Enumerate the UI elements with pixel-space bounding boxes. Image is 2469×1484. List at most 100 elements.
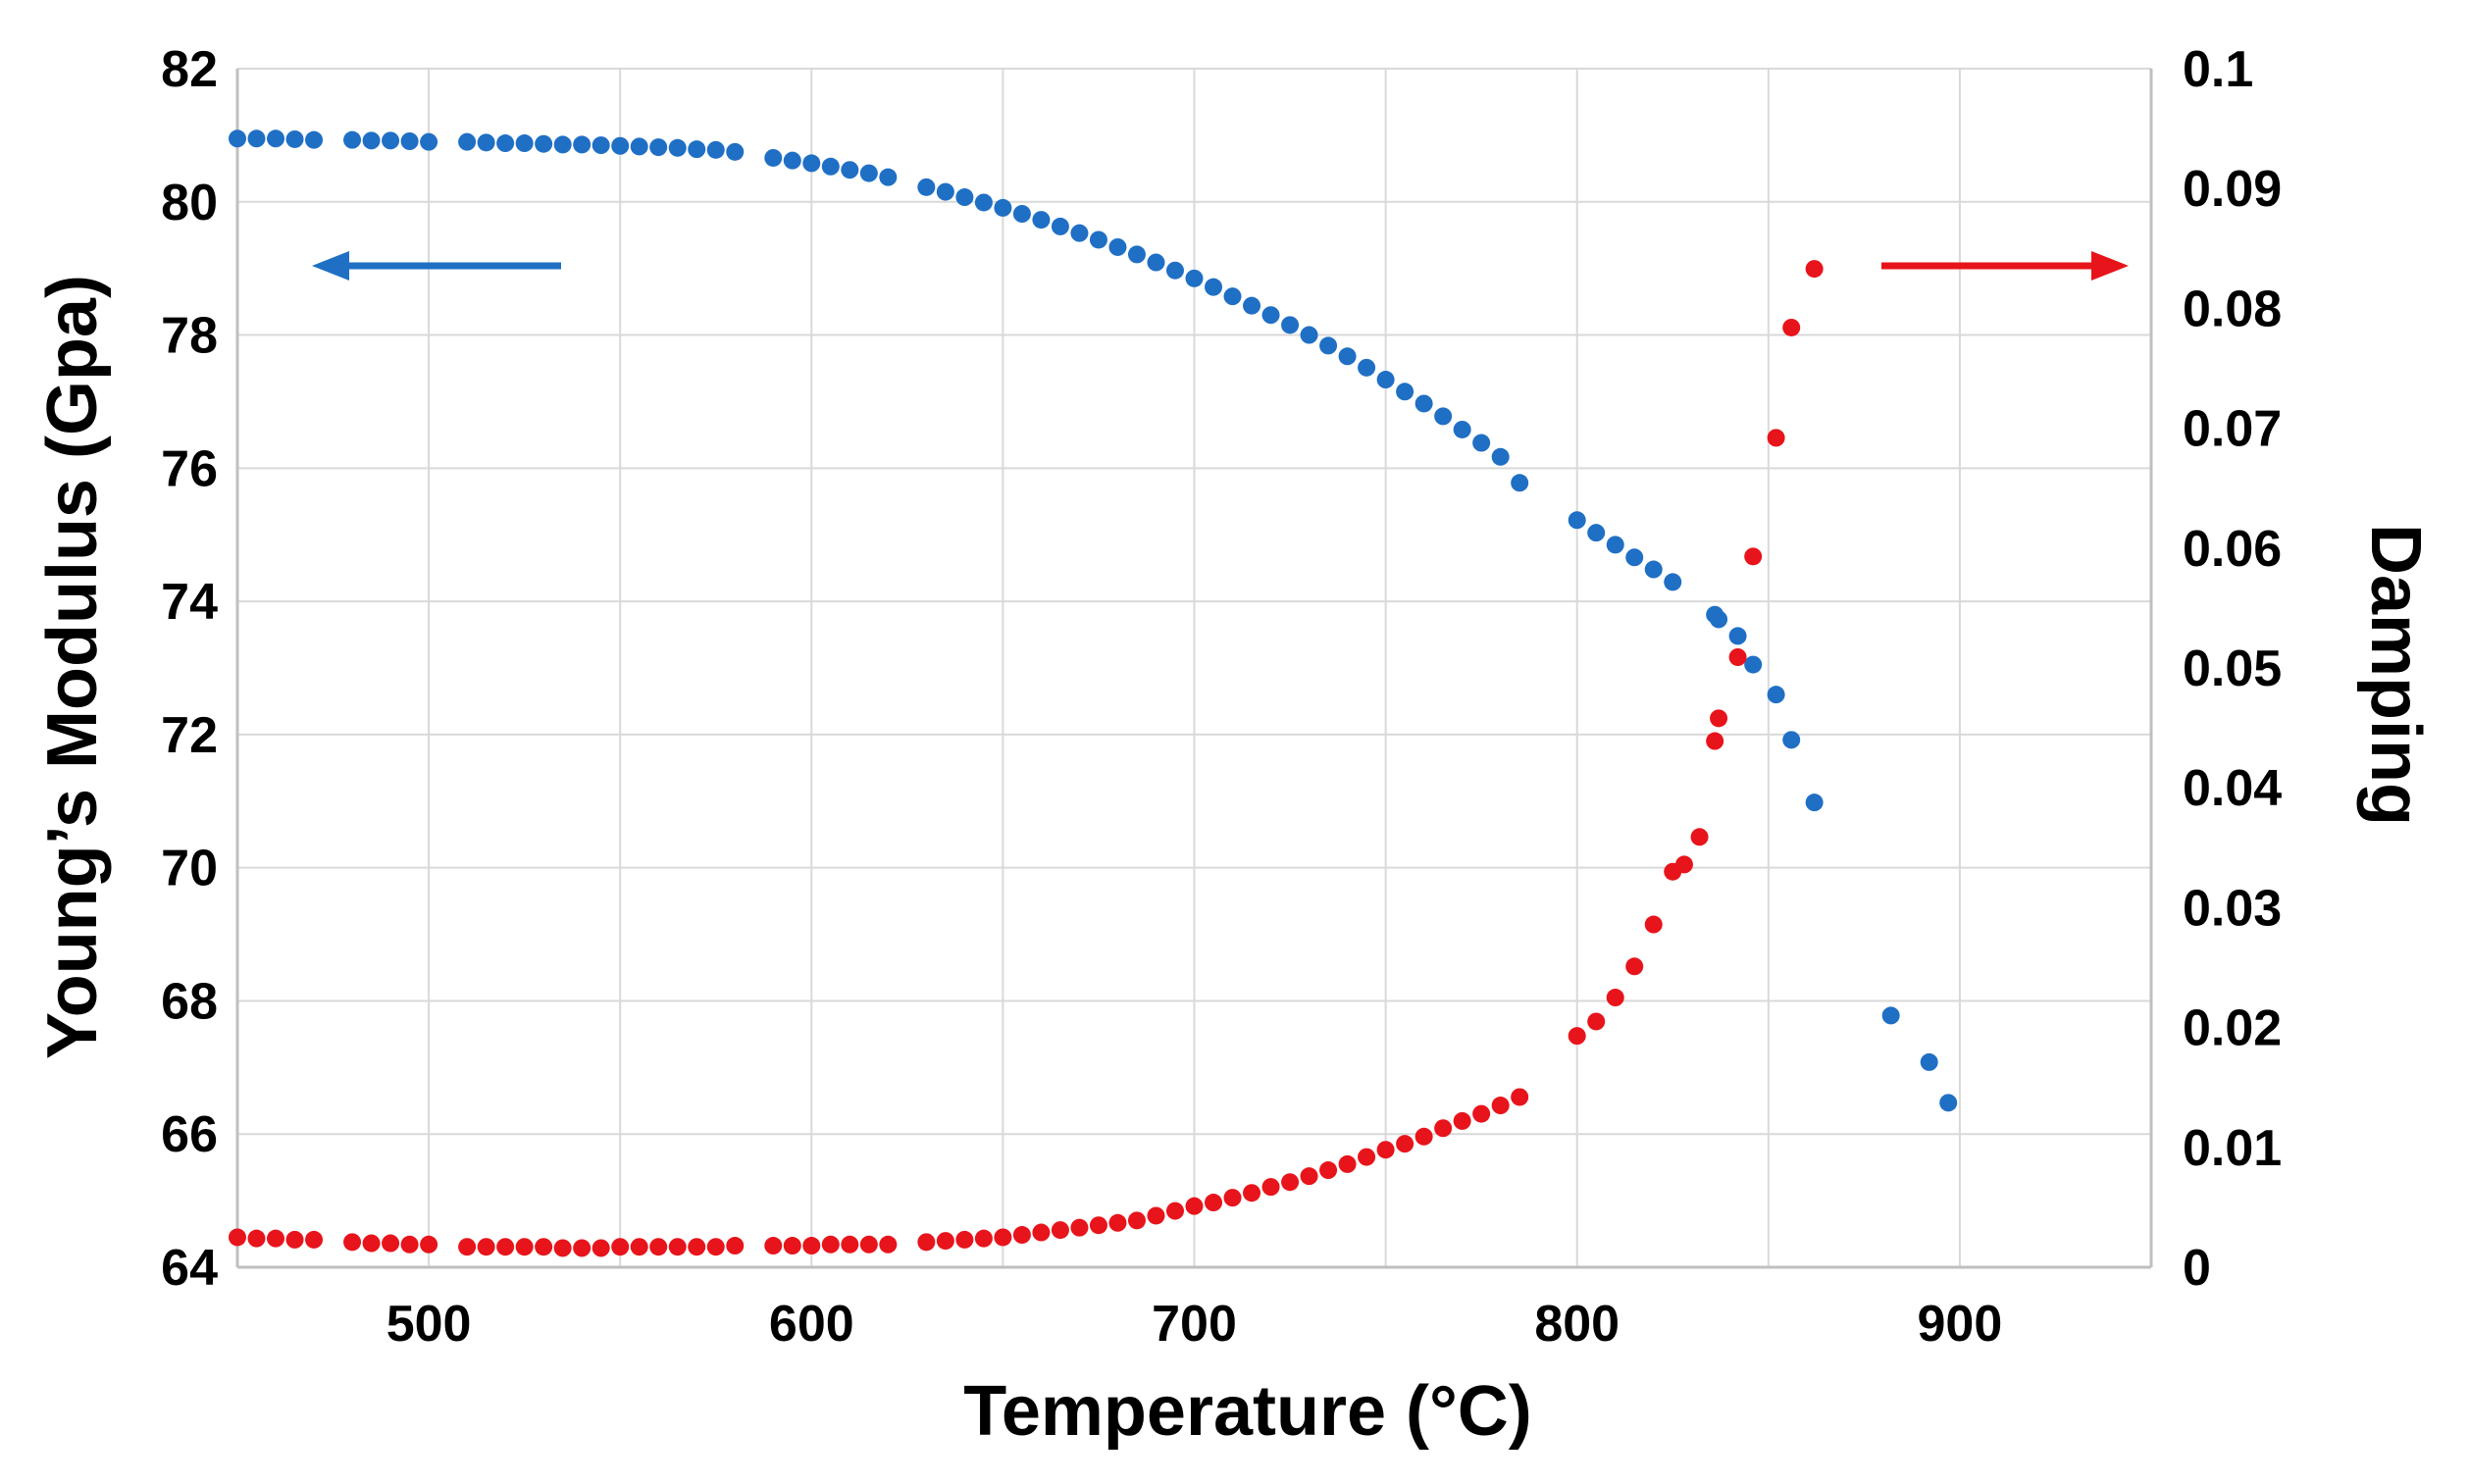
left-tick-label: 72 [161,707,218,764]
modulus-point [1261,306,1280,325]
modulus-point [841,161,859,179]
damping-point [1012,1226,1031,1245]
modulus-point [1070,224,1089,242]
damping-point [343,1233,362,1252]
damping-point [477,1238,495,1256]
right-axis-ticks: 0 0.01 0.02 0.03 0.04 0.05 0.06 0.07 0.08 0.09 0.1 [2183,41,2282,1297]
y-axis-title: Young’s Modulus (Gpa) [33,275,112,1059]
modulus-point [630,137,648,156]
damping-point [1491,1097,1510,1115]
right-tick-label: 0.03 [2183,880,2282,937]
modulus-point [1920,1052,1938,1071]
damping-point [1453,1111,1471,1130]
modulus-point [1664,573,1682,591]
damping-point [1205,1194,1223,1212]
damping-point [1108,1213,1127,1232]
x-tick-label: 500 [386,1296,472,1353]
modulus-point [1710,610,1728,629]
modulus-point [859,164,878,182]
modulus-point [1243,296,1261,315]
modulus-point [553,135,572,154]
left-tick-label: 64 [161,1240,218,1297]
damping-point [1674,855,1693,874]
damping-point [649,1238,668,1256]
damping-point [1568,1027,1586,1046]
y2-axis-title: Damping [2356,524,2435,826]
damping-point [994,1228,1012,1247]
modulus-point [1051,217,1069,235]
modulus-point [1165,261,1184,280]
right-tick-label: 0.04 [2183,760,2282,817]
modulus-point [305,130,324,149]
damping-point [688,1238,706,1256]
damping-point [802,1237,821,1255]
left-tick-label: 74 [161,574,218,631]
x-tick-label: 700 [1152,1296,1237,1353]
right-tick-label: 0.07 [2183,401,2282,458]
damping-point [1434,1119,1453,1138]
modulus-point [1396,383,1415,401]
modulus-point [267,129,285,148]
damping-point [1243,1184,1261,1203]
modulus-point [458,132,477,151]
damping-point [1185,1197,1204,1215]
damping-point [458,1238,477,1256]
modulus-point [535,134,553,153]
damping-point [955,1230,974,1249]
damping-point [1396,1135,1415,1153]
modulus-point [1147,253,1165,272]
damping-point [1415,1127,1433,1146]
modulus-point [783,151,801,170]
modulus-point [1606,536,1624,554]
damping-point [1376,1141,1395,1159]
modulus-point [668,138,687,157]
modulus-point [1805,793,1824,812]
damping-point [285,1230,304,1249]
modulus-point [994,198,1012,217]
left-tick-label: 68 [161,973,218,1030]
damping-series [229,260,1824,1257]
modulus-point [1108,237,1127,256]
modulus-point [936,182,954,201]
modulus-point [688,140,706,159]
plot-frame [235,69,2153,1269]
damping-point [859,1235,878,1254]
damping-point [917,1233,936,1252]
modulus-point [382,131,400,150]
modulus-point [1728,627,1747,645]
damping-point [1223,1189,1242,1207]
damping-point [630,1238,648,1256]
damping-point [1690,828,1709,846]
right-tick-label: 0.06 [2183,521,2282,578]
damping-point [267,1229,285,1248]
modulus-point [229,129,246,148]
damping-point [400,1235,419,1254]
x-tick-label: 900 [1918,1296,2003,1353]
damping-point [783,1237,801,1255]
damping-point [1070,1218,1089,1237]
damping-point [1300,1167,1318,1186]
modulus-point [1223,287,1242,306]
damping-point [362,1234,381,1253]
damping-point [1338,1154,1357,1173]
damping-point [1587,1012,1606,1031]
modulus-point [1511,474,1529,492]
left-tick-label: 80 [161,175,218,231]
modulus-point [1300,326,1318,344]
damping-point [420,1235,438,1254]
x-axis-title: Temperature (°C) [963,1372,1532,1451]
damping-point [496,1238,515,1256]
modulus-point [649,138,668,157]
damping-point [821,1235,840,1254]
modulus-point [1939,1094,1958,1112]
damping-point [1706,732,1724,750]
modulus-point [1767,686,1785,704]
damping-point [1319,1161,1338,1180]
modulus-point [1782,731,1801,749]
modulus-point [592,136,610,155]
damping-point [1644,915,1663,934]
damping-point [305,1230,324,1249]
modulus-point [917,178,936,196]
modulus-point [1434,407,1453,426]
modulus-point [1319,336,1338,355]
